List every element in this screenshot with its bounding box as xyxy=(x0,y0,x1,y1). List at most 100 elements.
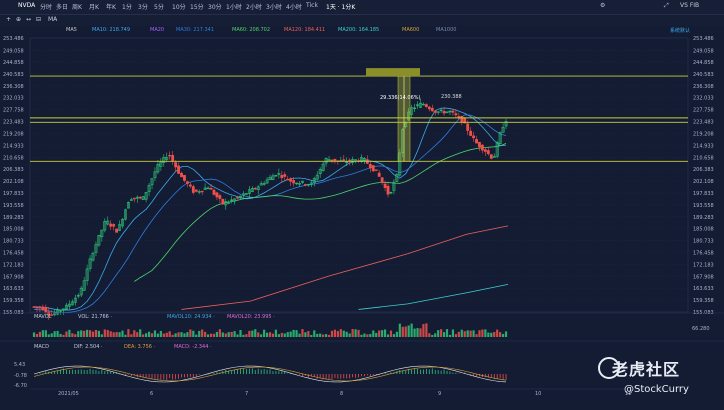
crosshair-icon[interactable]: + xyxy=(6,16,12,23)
candle-body xyxy=(419,102,422,108)
tab-active[interactable]: 1天 · 1分K xyxy=(326,4,356,11)
volume-bar xyxy=(375,332,378,337)
tab-1[interactable]: 多日 xyxy=(56,4,69,11)
target-icon[interactable]: ⊕ xyxy=(16,16,22,23)
y-tick-left: 167.908 xyxy=(3,274,24,280)
candle-body xyxy=(82,280,86,291)
volume-bar xyxy=(35,333,39,337)
candle-body xyxy=(481,144,484,151)
tab-15[interactable]: Tick xyxy=(306,2,318,9)
settings-icon[interactable]: ⚙ xyxy=(600,2,606,9)
volume-bar xyxy=(271,333,275,337)
symbol-label[interactable]: NVDA xyxy=(18,2,36,9)
candle-body xyxy=(141,196,145,200)
candle-body xyxy=(501,126,505,133)
candle-body xyxy=(233,198,237,202)
volume-bar xyxy=(366,334,369,337)
tab-8[interactable]: 10分 xyxy=(172,4,186,11)
tab-3[interactable]: 月K xyxy=(89,4,99,11)
candle-body xyxy=(221,198,225,205)
x-tick: 8 xyxy=(340,391,343,397)
y-tick-right: 163.633 xyxy=(693,286,714,292)
volume-bar xyxy=(53,331,56,337)
candle-body xyxy=(374,169,378,171)
x-tick: 9 xyxy=(438,391,441,397)
volume-bar xyxy=(413,328,416,337)
tab-0[interactable]: 分时 xyxy=(40,4,53,11)
candle-body xyxy=(265,179,269,184)
candle-body xyxy=(159,161,163,167)
volume-bar xyxy=(445,329,449,337)
candle-body xyxy=(422,103,425,106)
volume-bar xyxy=(310,334,313,337)
y-tick-left: 236.308 xyxy=(3,84,24,90)
volume-bar xyxy=(466,330,469,337)
volume-bar xyxy=(401,326,404,337)
y-tick-left: 176.458 xyxy=(3,250,24,256)
ma10-legend: MA10: 218.749 xyxy=(92,27,131,33)
candle-body xyxy=(304,184,307,186)
tab-14[interactable]: 4小时 xyxy=(286,4,302,11)
tab-7[interactable]: 5分 xyxy=(154,4,164,11)
candle-body xyxy=(47,311,51,316)
volume-bar xyxy=(77,331,80,337)
tab-2[interactable]: 周K xyxy=(72,4,82,11)
candle-body xyxy=(424,104,428,108)
volume-bar xyxy=(215,331,219,337)
default-settings-link[interactable]: 系统默认 xyxy=(670,28,691,34)
volume-bar xyxy=(192,330,195,337)
candle-body xyxy=(168,154,172,157)
candle-body xyxy=(368,164,372,169)
right-tools[interactable]: VS FIB xyxy=(680,2,700,9)
volume-bar xyxy=(419,328,422,337)
volume-bar xyxy=(389,330,393,337)
move-icon[interactable]: ↔ xyxy=(26,16,32,23)
ma30-legend: MA30: 217.341 xyxy=(176,27,215,33)
volume-bar xyxy=(97,330,101,337)
tab-4[interactable]: 年K xyxy=(106,4,116,11)
volume-bar xyxy=(201,329,204,337)
candle-body xyxy=(472,135,475,139)
tab-12[interactable]: 2小时 xyxy=(246,4,262,11)
y-tick-right: 176.458 xyxy=(693,250,714,256)
volume-bar xyxy=(233,331,236,337)
volume-bar xyxy=(221,332,224,337)
volume-bar xyxy=(142,334,145,337)
candle-body xyxy=(171,155,175,162)
candle-body xyxy=(32,306,36,308)
volume-bar xyxy=(354,329,357,337)
y-tick-left: 240.583 xyxy=(3,72,24,78)
candle-body xyxy=(274,174,278,177)
tab-13[interactable]: 3小时 xyxy=(266,4,282,11)
y-tick-left: 249.058 xyxy=(3,48,24,54)
volume-bar xyxy=(139,329,142,337)
candle-body xyxy=(504,121,508,127)
y-tick-right: 232.033 xyxy=(693,96,714,102)
tab-11[interactable]: 1小时 xyxy=(226,4,242,11)
tab-10[interactable]: 30分 xyxy=(208,4,222,11)
volume-bar xyxy=(189,329,192,337)
volume-bar xyxy=(198,330,201,337)
candle-body xyxy=(68,303,71,307)
candle-body xyxy=(395,173,399,182)
candle-body xyxy=(410,107,414,115)
volume-bar xyxy=(230,331,233,337)
volume-bar xyxy=(62,334,65,337)
tab-9[interactable]: 15分 xyxy=(190,4,204,11)
volume-bar xyxy=(398,323,401,337)
collapse-icon[interactable]: ⊟ xyxy=(36,16,42,23)
volume-bar xyxy=(112,332,115,337)
y-tick-right: 180.733 xyxy=(693,239,714,245)
volume-bar xyxy=(345,331,348,337)
y-tick-left: 185.008 xyxy=(3,227,24,233)
tab-6[interactable]: 3分 xyxy=(138,4,148,11)
volume-bar xyxy=(47,334,50,337)
fullscreen-icon[interactable]: ⤢ xyxy=(664,2,669,9)
candle-body xyxy=(106,220,110,225)
candle-body xyxy=(70,301,74,306)
ma-indicator-label[interactable]: MA xyxy=(48,16,58,23)
candle-body xyxy=(483,149,487,152)
y-tick-left: 232.033 xyxy=(3,96,24,102)
tab-5[interactable]: 1分 xyxy=(122,4,132,11)
